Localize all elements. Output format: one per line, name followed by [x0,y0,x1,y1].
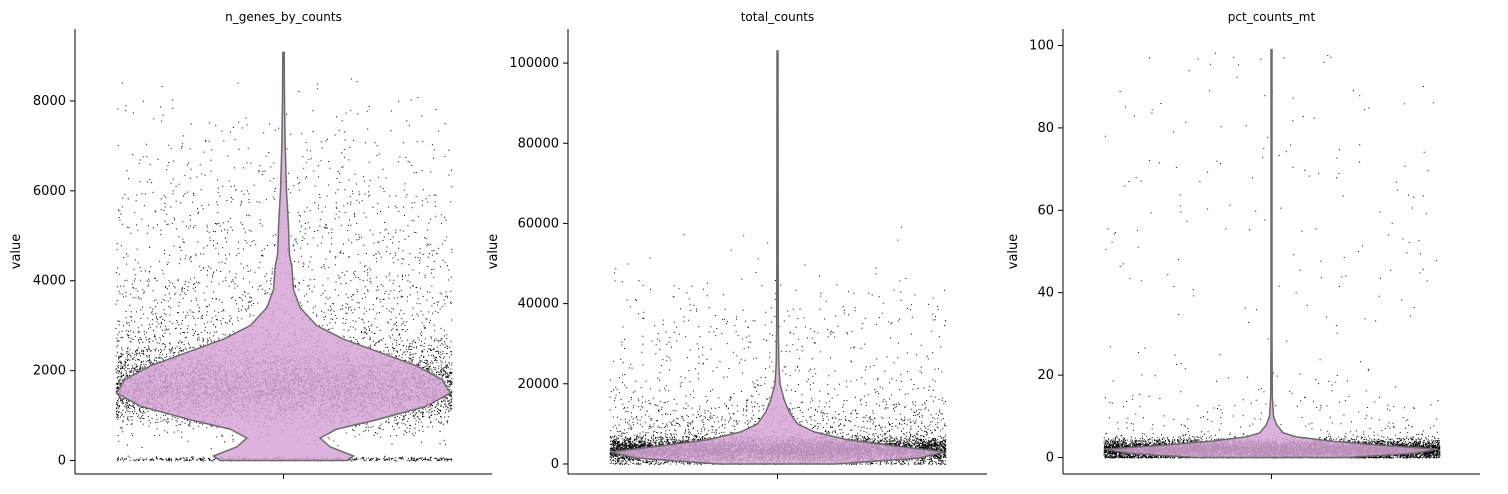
y-axis-label: value [1006,234,1021,270]
y-tick-label: 8000 [33,94,66,109]
violin-body [115,51,452,462]
panel-title: total_counts [741,10,815,24]
y-tick-label: 0 [1046,451,1054,466]
y-tick-label: 0 [58,454,66,469]
y-tick-label: 2000 [33,364,66,379]
strip-point-cloud [609,226,947,465]
y-tick-label: 100000 [509,56,559,71]
y-tick-label: 80000 [518,136,559,151]
strip-points [609,226,947,465]
y-tick-label: 60 [1037,203,1054,218]
y-axis-label: value [486,234,501,270]
y-tick-label: 20000 [518,377,559,392]
panel-title: pct_counts_mt [1228,10,1316,24]
panel-title: n_genes_by_counts [225,10,342,24]
y-tick-label: 0 [551,457,559,472]
y-tick-label: 60000 [518,216,559,231]
violin-body [1104,48,1439,459]
strip-points [115,54,453,462]
strip-point-cloud [115,54,453,462]
y-tick-label: 20 [1037,368,1054,383]
y-tick-label: 40000 [518,297,559,312]
y-tick-label: 40 [1037,286,1054,301]
y-axis-label: value [9,234,24,270]
violin-body [610,50,945,465]
y-tick-label: 80 [1037,121,1054,136]
y-tick-label: 100 [1029,38,1054,53]
violin-panel-2: 0 20000 40000 60000 80000 100000 total_countsv… [486,10,987,479]
y-tick-label: 6000 [33,184,66,199]
y-tick-label: 4000 [33,274,66,289]
